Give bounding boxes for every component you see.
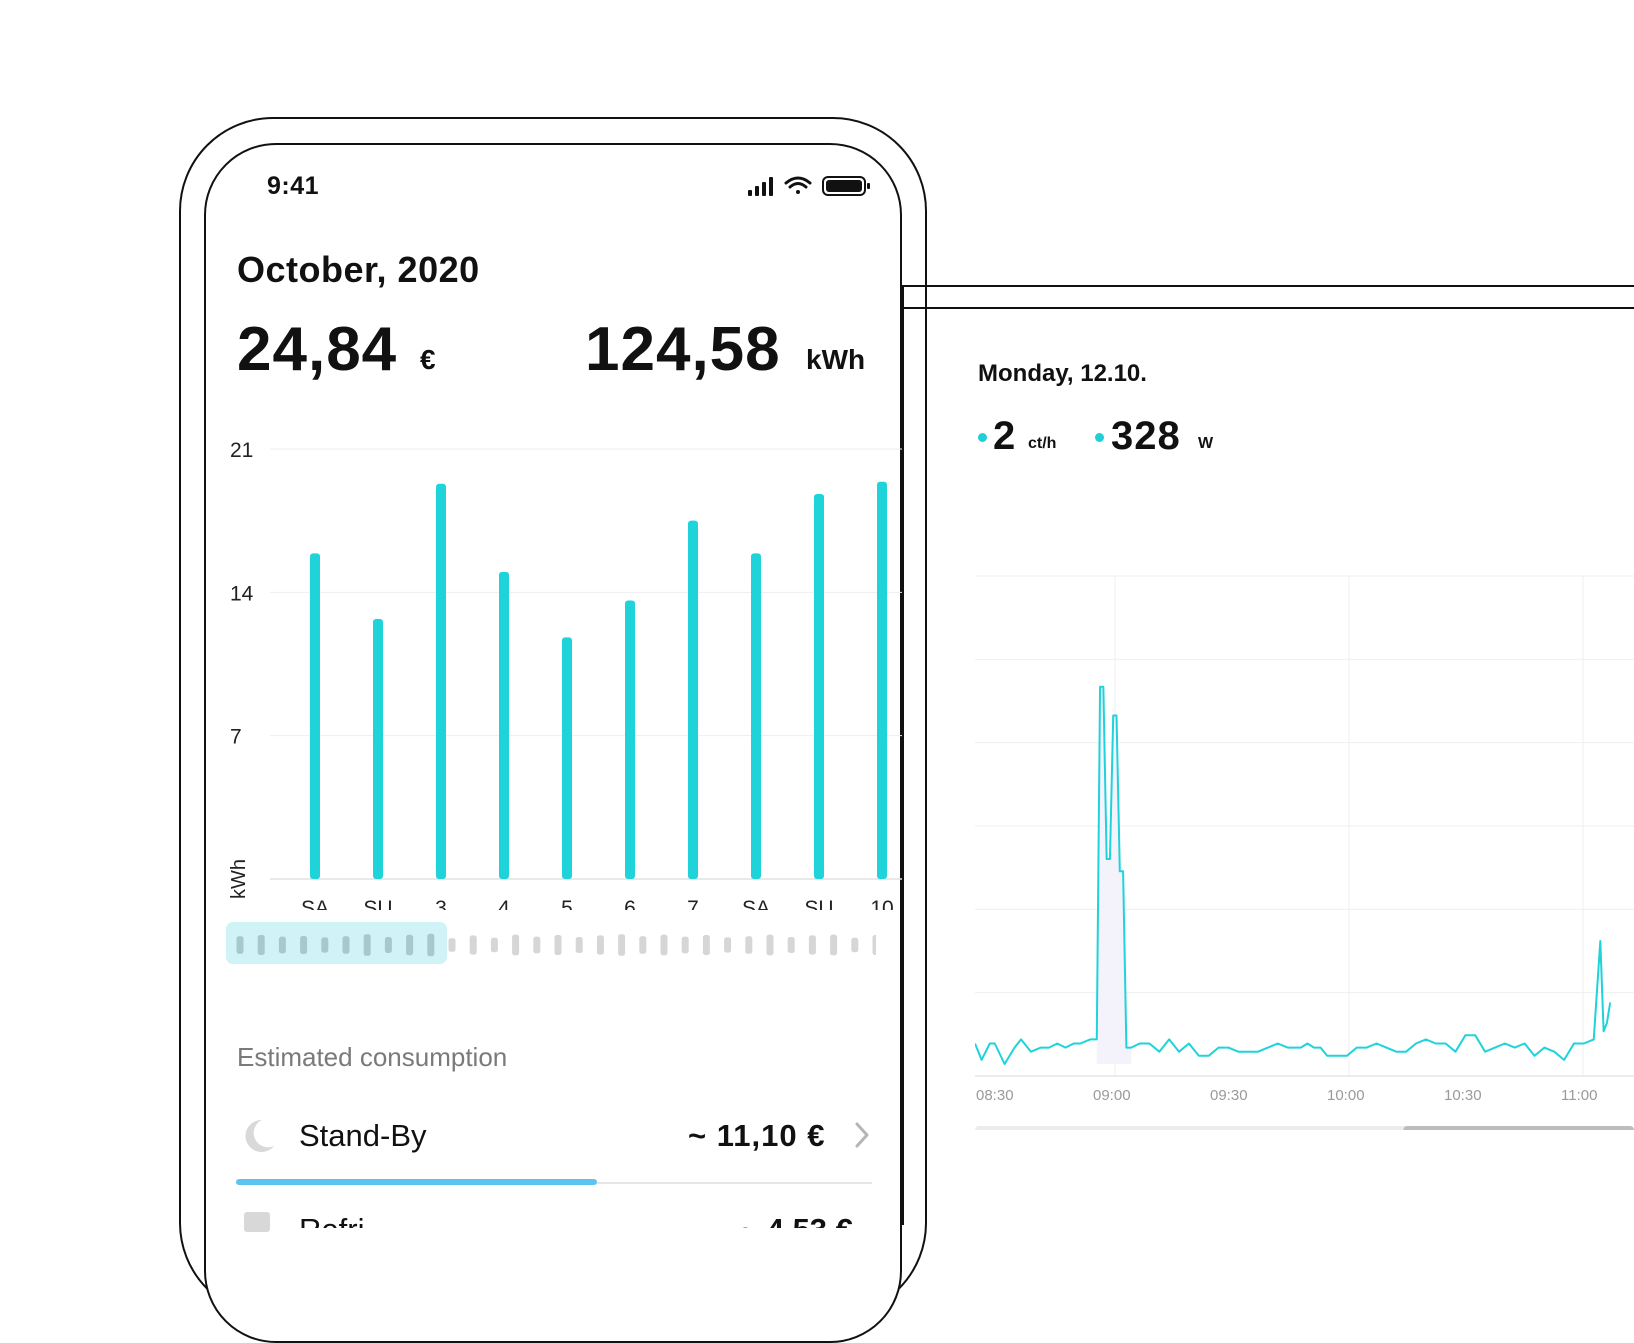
scrubber-day-24: [724, 937, 732, 953]
power-value: 328: [1111, 414, 1181, 458]
scrubber-day-26: [766, 934, 774, 956]
x-tick-label: 10: [870, 897, 893, 910]
scrubber-day-17: [575, 937, 583, 953]
detail-panel-left-border: [902, 285, 904, 1225]
bar-0: [310, 553, 320, 879]
scrubber-day-5: [321, 937, 329, 953]
x-tick-label: 10:30: [1444, 1087, 1482, 1104]
x-tick-label: 09:30: [1210, 1087, 1248, 1104]
scrubber-day-22: [681, 936, 689, 954]
scrubber-day-21: [660, 934, 668, 956]
x-tick-label: SU: [804, 897, 833, 910]
x-tick-label: 08:30: [976, 1087, 1014, 1104]
bar-6: [688, 520, 698, 879]
estimated-consumption-title: Estimated consumption: [237, 1042, 508, 1072]
scrubber-day-7: [363, 934, 371, 956]
total-cost-value: 24,84: [237, 315, 398, 384]
price-unit: ct/h: [1028, 435, 1057, 452]
x-tick-label: 7: [687, 897, 699, 910]
y-tick-label: 21: [230, 439, 253, 462]
bar-3: [499, 571, 509, 879]
next-row-cost: ~ 4,53 €: [740, 1214, 870, 1228]
detail-panel-top-border: [902, 285, 1634, 309]
y-axis-label: kWh: [230, 859, 250, 899]
intraday-power-chart[interactable]: 08:30 09:00 09:30 10:00 10:30 11:00: [975, 550, 1634, 1130]
x-tick-label: 5: [561, 897, 573, 910]
status-time: 9:41: [267, 172, 320, 200]
scrubber-day-23: [702, 935, 710, 955]
detail-day-title: Monday, 12.10.: [978, 360, 1147, 387]
x-tick-label: 6: [624, 897, 636, 910]
scrubber-day-31: [872, 935, 876, 955]
total-energy-unit: kWh: [806, 344, 866, 375]
x-tick-label: 3: [435, 897, 447, 910]
battery-icon: [822, 176, 870, 196]
bar-1: [373, 618, 383, 879]
scrubber-selection: [226, 922, 447, 964]
total-cost-unit: €: [420, 344, 436, 375]
moon-icon: [245, 1119, 274, 1152]
month-title: October, 2020: [237, 249, 480, 290]
next-row-label[interactable]: Refri: [299, 1214, 369, 1228]
scrubber-day-20: [639, 936, 647, 954]
date-range-scrubber[interactable]: [226, 922, 876, 964]
standby-progress-bar: [236, 1179, 597, 1185]
scrubber-day-10: [427, 933, 435, 957]
scrubber-day-15: [533, 936, 541, 954]
x-tick-label: SA: [742, 897, 770, 910]
scrubber-day-11: [448, 938, 456, 952]
scrubber-day-9: [406, 934, 414, 956]
power-legend-dot: [1095, 433, 1104, 442]
chart-scroll-thumb[interactable]: [1403, 1126, 1634, 1130]
bar-8: [814, 494, 824, 879]
scrubber-day-12: [469, 935, 477, 955]
y-tick-label: 7: [230, 726, 242, 749]
signal-icon: [748, 177, 773, 196]
scrubber-day-18: [596, 935, 604, 955]
x-tick-label: 10:00: [1327, 1087, 1365, 1104]
scrubber-day-2: [257, 935, 265, 955]
x-tick-label: SU: [363, 897, 392, 910]
price-value: 2: [993, 414, 1016, 458]
scrubber-day-8: [384, 937, 392, 953]
scrubber-day-1: [236, 936, 244, 954]
bar-2: [436, 483, 446, 879]
bar-7: [751, 553, 761, 879]
scrubber-day-6: [342, 936, 350, 954]
y-tick-label: 14: [230, 582, 254, 605]
scrubber-day-19: [618, 934, 626, 956]
total-energy-value: 124,58: [585, 315, 781, 384]
bar-9: [877, 481, 887, 879]
wifi-icon: [784, 176, 812, 194]
fridge-icon: [244, 1212, 270, 1232]
standby-label[interactable]: Stand-By: [299, 1118, 427, 1153]
scrubber-day-3: [278, 936, 286, 954]
x-tick-label: 4: [498, 897, 510, 910]
bar-5: [625, 600, 635, 879]
scrubber-day-25: [745, 936, 753, 954]
x-tick-label: 09:00: [1093, 1087, 1131, 1104]
scrubber-day-29: [830, 934, 838, 956]
x-tick-label: SA: [301, 897, 329, 910]
daily-consumption-chart[interactable]: 21 14 7 kWh SA SU 3 4 5 6 7 SA SU 10: [230, 430, 902, 910]
x-tick-label: 11:00: [1561, 1087, 1597, 1104]
scrubber-day-28: [808, 935, 816, 955]
scrubber-day-27: [787, 937, 795, 953]
scrubber-day-30: [851, 937, 859, 953]
power-area-fill: [1096, 686, 1132, 1064]
power-unit: W: [1198, 435, 1214, 452]
bar-4: [562, 637, 572, 879]
price-legend-dot: [978, 433, 987, 442]
status-icons: [748, 176, 870, 196]
standby-cost: ~ 11,10 €: [688, 1118, 826, 1153]
scrubber-day-4: [300, 936, 308, 954]
chevron-right-icon[interactable]: [854, 1121, 870, 1149]
scrubber-day-16: [554, 935, 562, 955]
power-series-line: [975, 685, 1612, 1065]
scrubber-day-13: [490, 937, 498, 953]
scrubber-day-14: [512, 934, 520, 956]
